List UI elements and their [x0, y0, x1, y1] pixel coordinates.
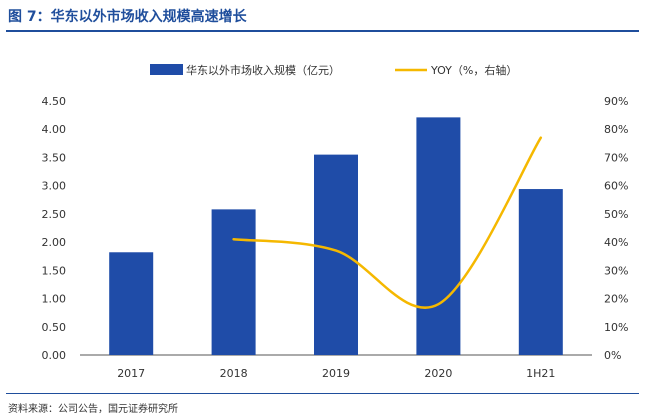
right-axis-tick-label: 40%	[604, 236, 628, 249]
left-axis-tick-label: 4.00	[42, 123, 67, 136]
left-axis-tick-label: 0.00	[42, 349, 67, 362]
bar	[109, 252, 154, 355]
x-axis-tick-label: 2017	[117, 367, 145, 380]
bar	[211, 209, 256, 355]
legend-line-label: YOY（%，右轴）	[430, 63, 517, 77]
right-axis-tick-label: 10%	[604, 321, 628, 334]
left-axis-tick-label: 3.50	[42, 151, 67, 164]
bar	[314, 154, 358, 355]
right-axis-tick-label: 80%	[604, 123, 628, 136]
legend-bar-swatch	[150, 64, 183, 75]
right-axis-tick-label: 60%	[604, 180, 628, 193]
left-y-axis: 0.00 0.50 1.00 1.50 2.00 2.50 3.00 3.50 4.00 4.50	[42, 95, 67, 362]
figure-title: 图 7：华东以外市场收入规模高速增长	[8, 9, 247, 25]
legend-bar-label: 华东以外市场收入规模（亿元）	[186, 63, 340, 77]
title-rule	[6, 30, 639, 32]
bar-series	[109, 117, 563, 355]
left-axis-tick-label: 1.50	[42, 264, 67, 277]
yoy-line-series	[232, 136, 543, 309]
right-axis-tick-label: 20%	[604, 293, 628, 306]
bar	[416, 117, 461, 355]
x-axis-tick-label: 2018	[220, 367, 248, 380]
right-y-axis: 0% 10% 20% 30% 40% 50% 60% 70% 80% 90%	[604, 95, 628, 362]
source-note: 资料来源：公司公告，国元证券研究所	[8, 404, 178, 415]
left-axis-tick-label: 4.50	[42, 95, 67, 108]
x-axis-tick-label: 2020	[424, 367, 452, 380]
left-axis-tick-label: 1.00	[42, 293, 67, 306]
right-axis-tick-label: 50%	[604, 208, 628, 221]
right-axis-tick-label: 0%	[604, 349, 621, 362]
x-axis-tick-label: 2019	[322, 367, 350, 380]
left-axis-tick-label: 2.00	[42, 236, 67, 249]
x-axis-labels: 2017 2018 2019 2020 1H21	[117, 367, 555, 380]
right-axis-tick-label: 30%	[604, 264, 628, 277]
bar	[518, 189, 563, 355]
left-axis-tick-label: 2.50	[42, 208, 67, 221]
left-axis-tick-label: 0.50	[42, 321, 67, 334]
yoy-line	[232, 136, 543, 309]
x-axis-tick-label: 1H21	[526, 367, 555, 380]
right-axis-tick-label: 90%	[604, 95, 628, 108]
legend: 华东以外市场收入规模（亿元） YOY（%，右轴）	[150, 63, 517, 77]
left-axis-tick-label: 3.00	[42, 180, 67, 193]
right-axis-tick-label: 70%	[604, 151, 628, 164]
bottom-rule	[6, 393, 639, 394]
